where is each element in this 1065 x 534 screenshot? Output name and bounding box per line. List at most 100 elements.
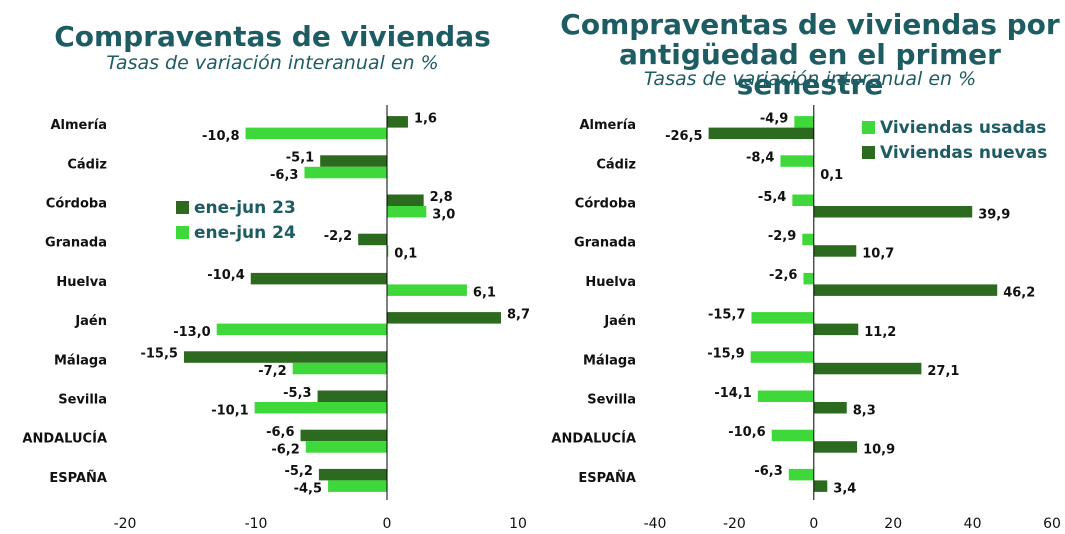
legend-swatch [862, 146, 875, 159]
bar [292, 362, 387, 375]
x-tick-label: 0 [383, 516, 392, 532]
bar [803, 272, 814, 285]
legend-label: ene-jun 23 [194, 198, 296, 218]
bar [813, 245, 857, 257]
x-tick-label: -40 [644, 516, 667, 532]
data-label: 0,1 [820, 168, 843, 183]
data-label: -5,2 [284, 464, 312, 479]
chart-subtitle: Tasas de variación interanual en % [106, 52, 439, 74]
category-label: Sevilla [58, 393, 107, 408]
data-label: -8,4 [746, 151, 774, 166]
bar [387, 312, 501, 324]
category-label: Málaga [583, 353, 636, 368]
data-label: 6,1 [473, 286, 496, 301]
data-label: -10,1 [211, 403, 248, 418]
legend-label: Viviendas nuevas [880, 143, 1047, 163]
data-label: -6,6 [266, 425, 294, 440]
bar [813, 284, 998, 296]
bar [216, 323, 387, 336]
x-tick-label: -20 [723, 516, 746, 532]
data-label: 8,3 [853, 403, 876, 418]
bar [813, 480, 828, 492]
category-label: ESPAÑA [49, 470, 107, 486]
chart-subtitle: Tasas de variación interanual en % [643, 68, 977, 90]
bar [387, 116, 408, 128]
x-tick-label: 10 [509, 516, 527, 532]
bar [813, 323, 859, 336]
data-label: -5,3 [283, 386, 311, 401]
bar [387, 284, 467, 296]
data-label: -4,9 [760, 111, 788, 126]
data-label: -15,5 [140, 347, 177, 362]
bar [813, 402, 847, 414]
data-label: -15,7 [708, 307, 745, 322]
bar [328, 480, 387, 492]
data-label: -10,8 [202, 129, 239, 144]
category-label: Sevilla [587, 393, 636, 408]
chart-title: Compraventas de viviendas [54, 20, 491, 53]
chart-title: Compraventas de viviendas por antigüedad… [560, 8, 1060, 101]
bar [788, 468, 814, 481]
bar [183, 351, 387, 363]
bar [387, 245, 389, 257]
category-label: ANDALUCÍA [551, 431, 636, 447]
bar [794, 116, 814, 128]
legend-swatch [862, 121, 875, 134]
bar [751, 312, 814, 324]
x-tick-label: 60 [1043, 516, 1061, 532]
data-label: -15,9 [707, 347, 744, 362]
data-label: 1,6 [414, 111, 437, 126]
bar [300, 429, 387, 442]
bar [792, 194, 814, 206]
category-label: Cádiz [596, 157, 636, 172]
bar [317, 390, 387, 402]
data-label: -2,6 [769, 268, 797, 283]
bar [387, 206, 427, 218]
data-label: 11,2 [864, 325, 896, 340]
category-label: Córdoba [46, 197, 107, 212]
data-label: -5,4 [758, 190, 786, 205]
category-label: Huelva [585, 275, 636, 290]
category-label: Málaga [54, 353, 107, 368]
data-label: 10,9 [863, 442, 895, 457]
category-label: Granada [45, 236, 107, 251]
data-label: -14,1 [714, 386, 751, 401]
data-label: -6,3 [270, 168, 298, 183]
legend-label: Viviendas usadas [880, 118, 1046, 138]
bar [254, 402, 387, 414]
category-label: Granada [574, 236, 636, 251]
data-label: 39,9 [978, 207, 1010, 222]
data-label: -6,3 [754, 464, 782, 479]
data-label: -10,4 [207, 268, 244, 283]
data-label: 8,7 [507, 307, 530, 322]
bar [250, 272, 387, 285]
bar [305, 441, 387, 453]
category-label: ANDALUCÍA [22, 431, 107, 447]
data-label: 46,2 [1003, 286, 1035, 301]
bar [750, 351, 814, 363]
x-tick-label: -20 [114, 516, 137, 532]
data-label: -2,2 [324, 229, 352, 244]
data-label: -7,2 [258, 364, 286, 379]
category-label: Córdoba [575, 197, 636, 212]
category-label: Jaén [603, 314, 636, 329]
bar [245, 127, 387, 140]
bar [318, 468, 387, 481]
data-label: 3,0 [432, 207, 455, 222]
bar [387, 194, 424, 206]
data-label: -26,5 [665, 129, 702, 144]
bar [304, 166, 387, 179]
category-label: Huelva [56, 275, 107, 290]
data-label: 0,1 [394, 246, 417, 261]
category-label: Jaén [74, 314, 107, 329]
x-tick-label: 40 [964, 516, 982, 532]
legend-label: ene-jun 24 [194, 223, 296, 243]
x-tick-label: -10 [245, 516, 268, 532]
category-label: Cádiz [67, 157, 107, 172]
legend-swatch [176, 201, 189, 214]
bar [708, 127, 814, 140]
bar [780, 155, 814, 167]
bar [813, 206, 973, 218]
